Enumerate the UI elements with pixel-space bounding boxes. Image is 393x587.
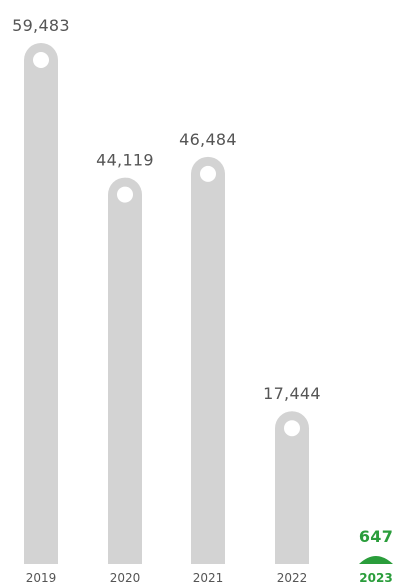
bars-group: [24, 43, 393, 565]
bar-2020: [108, 177, 142, 564]
category-label-2021: 2021: [193, 571, 224, 585]
value-label-2020: 44,119: [96, 151, 154, 170]
category-label-2023: 2023: [359, 571, 392, 585]
bar-2022: [275, 411, 309, 564]
bar-marker-2022: [284, 420, 300, 437]
bar-marker-2021: [200, 165, 216, 182]
value-label-2022: 17,444: [263, 384, 321, 403]
bar-marker-2020: [117, 186, 133, 203]
bar-2023: [359, 556, 393, 564]
value-labels-group: 59,483 44,119 46,484 17,444 647: [12, 16, 393, 546]
category-labels-group: 2019 2020 2021 2022 2023: [26, 571, 393, 585]
bar-2021: [191, 156, 225, 564]
bar-2019: [24, 43, 58, 565]
category-label-2019: 2019: [26, 571, 57, 585]
value-label-2021: 46,484: [179, 130, 237, 149]
value-label-2019: 59,483: [12, 16, 70, 35]
bar-marker-2019: [33, 52, 49, 68]
category-label-2020: 2020: [110, 571, 141, 585]
value-label-2023: 647: [359, 527, 393, 546]
category-label-2022: 2022: [277, 571, 308, 585]
